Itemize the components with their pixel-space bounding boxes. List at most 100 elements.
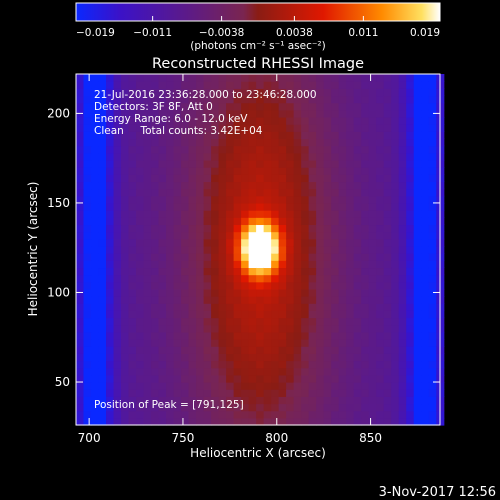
heatmap-cell bbox=[181, 131, 190, 140]
heatmap-cell bbox=[76, 224, 85, 233]
heatmap-cell bbox=[113, 74, 122, 82]
heatmap-cell bbox=[301, 231, 310, 240]
heatmap-cell bbox=[278, 138, 287, 147]
heatmap-cell bbox=[121, 231, 130, 240]
heatmap-cell bbox=[91, 253, 100, 261]
heatmap-cell bbox=[391, 224, 400, 233]
heatmap-cell bbox=[338, 367, 347, 376]
heatmap-cell bbox=[233, 116, 242, 125]
heatmap-cell bbox=[106, 360, 115, 369]
heatmap-cell bbox=[308, 281, 317, 290]
heatmap-cell bbox=[338, 124, 347, 132]
heatmap-cell bbox=[158, 231, 167, 240]
heatmap-cell bbox=[323, 81, 332, 89]
heatmap-cell bbox=[376, 346, 385, 354]
y-tick-label: 200 bbox=[47, 106, 70, 120]
heatmap-cell bbox=[346, 253, 355, 261]
heatmap-cell bbox=[128, 174, 137, 183]
heatmap-cell bbox=[398, 317, 407, 326]
heatmap-cell bbox=[233, 331, 242, 340]
heatmap-cell bbox=[428, 303, 437, 311]
heatmap-cell bbox=[143, 389, 152, 397]
heatmap-cell bbox=[256, 231, 265, 240]
heatmap-cell bbox=[181, 238, 190, 247]
heatmap-cell bbox=[226, 88, 235, 97]
heatmap-cell bbox=[106, 131, 115, 140]
heatmap-cell bbox=[158, 253, 167, 261]
heatmap-cell bbox=[308, 267, 317, 276]
heatmap-cell bbox=[226, 145, 235, 154]
heatmap-cell bbox=[413, 238, 422, 247]
heatmap-cell bbox=[256, 324, 265, 333]
heatmap-cell bbox=[158, 124, 167, 132]
heatmap-cell bbox=[76, 360, 85, 369]
heatmap-cell bbox=[226, 417, 235, 426]
heatmap-cell bbox=[248, 410, 257, 419]
heatmap-cell bbox=[91, 310, 100, 319]
heatmap-cell bbox=[293, 310, 302, 319]
heatmap-cell bbox=[308, 396, 317, 405]
heatmap-cell bbox=[128, 138, 137, 147]
heatmap-cell bbox=[263, 310, 272, 319]
heatmap-cell bbox=[241, 253, 250, 261]
heatmap-cell bbox=[143, 296, 152, 304]
heatmap-cell bbox=[173, 116, 182, 125]
heatmap-cell bbox=[421, 317, 430, 326]
heatmap-cell bbox=[203, 382, 212, 390]
heatmap-cell bbox=[413, 353, 422, 362]
heatmap-cell bbox=[188, 195, 197, 204]
heatmap-cell bbox=[166, 74, 175, 82]
heatmap-cell bbox=[383, 367, 392, 376]
heatmap-cell bbox=[98, 310, 107, 319]
heatmap-cell bbox=[368, 145, 377, 154]
heatmap-cell bbox=[196, 131, 205, 140]
heatmap-cell bbox=[151, 410, 160, 419]
heatmap-cell bbox=[368, 360, 377, 369]
heatmap-cell bbox=[143, 131, 152, 140]
heatmap-cell bbox=[286, 367, 295, 376]
heatmap-cell bbox=[181, 152, 190, 161]
heatmap-cell bbox=[413, 274, 422, 283]
heatmap-cell bbox=[353, 138, 362, 147]
heatmap-cell bbox=[353, 109, 362, 118]
plot-frame bbox=[75, 73, 441, 426]
heatmap-cell bbox=[323, 389, 332, 397]
heatmap-cell bbox=[173, 360, 182, 369]
heatmap-cell bbox=[308, 109, 317, 118]
heatmap-cell bbox=[376, 288, 385, 297]
heatmap-cell bbox=[316, 195, 325, 204]
heatmap-cell bbox=[413, 116, 422, 125]
heatmap-cell bbox=[346, 217, 355, 226]
heatmap-cell bbox=[158, 382, 167, 390]
heatmap-cell bbox=[316, 181, 325, 190]
heatmap-cell bbox=[196, 267, 205, 276]
heatmap-cell bbox=[383, 195, 392, 204]
heatmap-cell bbox=[136, 145, 145, 154]
heatmap-cell bbox=[398, 346, 407, 354]
heatmap-cell bbox=[428, 353, 437, 362]
heatmap-cell bbox=[278, 260, 287, 269]
heatmap-cell bbox=[158, 410, 167, 419]
heatmap-cell bbox=[338, 245, 347, 254]
heatmap-cell bbox=[308, 145, 317, 154]
heatmap-cell bbox=[158, 339, 167, 347]
heatmap-cell bbox=[91, 288, 100, 297]
heatmap-cell bbox=[286, 159, 295, 168]
heatmap-cell bbox=[376, 116, 385, 125]
heatmap-cell bbox=[233, 88, 242, 97]
heatmap-cell bbox=[248, 267, 257, 276]
heatmap-cell bbox=[421, 296, 430, 304]
heatmap-cell bbox=[413, 88, 422, 97]
heatmap-cell bbox=[383, 95, 392, 104]
heatmap-cell bbox=[218, 360, 227, 369]
heatmap-cell bbox=[98, 417, 107, 426]
heatmap-cell bbox=[391, 81, 400, 89]
heatmap-cell bbox=[376, 360, 385, 369]
heatmap-cell bbox=[166, 253, 175, 261]
heatmap-cell bbox=[353, 274, 362, 283]
heatmap-cell bbox=[106, 116, 115, 125]
heatmap-cell bbox=[91, 188, 100, 197]
heatmap-cell bbox=[188, 310, 197, 319]
heatmap-cell bbox=[136, 360, 145, 369]
heatmap-cell bbox=[316, 152, 325, 161]
